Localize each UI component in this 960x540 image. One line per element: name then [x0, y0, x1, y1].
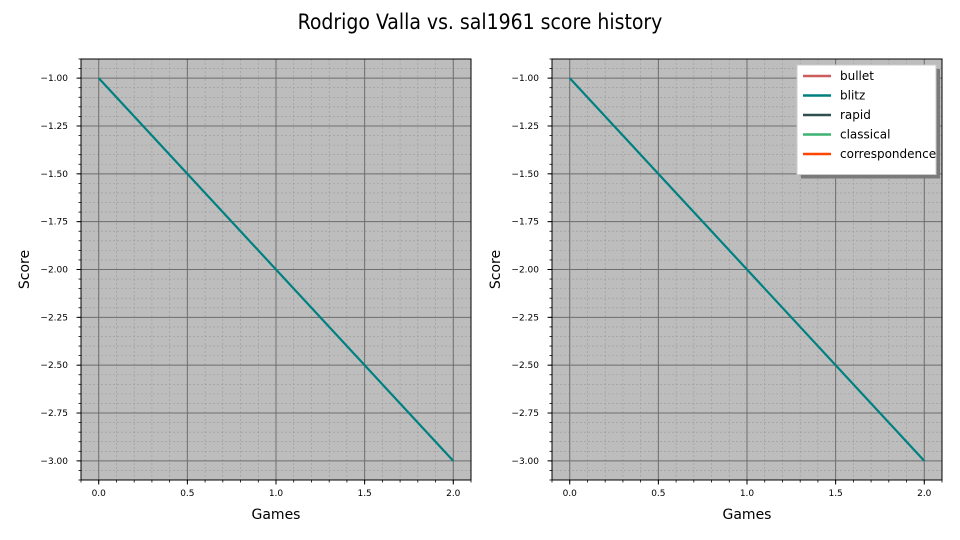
y-tick-label: −3.00	[40, 457, 68, 467]
chart-title: Rodrigo Valla vs. sal1961 score history	[298, 10, 663, 34]
x-tick-label: 0.0	[92, 489, 107, 499]
y-tick-label: −2.25	[511, 313, 539, 323]
legend-label-bullet: bullet	[840, 69, 874, 83]
y-tick-label: −1.50	[40, 170, 68, 180]
y-axis-label: Score	[17, 250, 33, 289]
y-tick-label: −2.75	[511, 409, 539, 419]
y-tick-label: −1.75	[40, 218, 68, 228]
y-tick-label: −1.00	[40, 74, 68, 84]
x-tick-label: 2.0	[917, 489, 932, 499]
x-tick-label: 1.0	[740, 489, 755, 499]
series-line-blitz	[568, 77, 926, 462]
legend-label-rapid: rapid	[840, 108, 871, 122]
x-tick-label: 1.5	[828, 489, 842, 499]
x-tick-label: 0.0	[563, 489, 578, 499]
legend-box	[796, 64, 937, 175]
y-tick-label: −3.00	[511, 457, 539, 467]
y-tick-label: −2.00	[511, 266, 539, 276]
x-tick-label: 0.5	[180, 489, 194, 499]
x-axis-label: Games	[723, 507, 772, 523]
chart-panel-2: 0.0 0.5 1.0 1.5 2.0 −1.00 −1.25 −1.50 −1.75 −2.00…	[488, 58, 943, 523]
y-tick-label: −1.25	[40, 122, 68, 132]
major-grid	[81, 59, 471, 480]
y-tick-label: −2.25	[40, 313, 68, 323]
x-axis-label: Games	[252, 507, 301, 523]
x-tick-label: 1.5	[357, 489, 371, 499]
legend-label-correspondence: correspondence	[840, 147, 936, 161]
y-axis-label: Score	[488, 250, 504, 289]
y-tick-label: −1.25	[511, 122, 539, 132]
y-tick-label: −1.75	[511, 218, 539, 228]
x-tick-label: 2.0	[446, 489, 461, 499]
series-line-blitz	[97, 77, 455, 462]
x-tick-label: 1.0	[269, 489, 284, 499]
y-tick-label: −2.75	[40, 409, 68, 419]
legend: bullet blitz rapid classical correspondence	[796, 64, 940, 179]
y-tick-label: −2.50	[40, 361, 68, 371]
y-tick-label: −1.50	[511, 170, 539, 180]
legend-label-blitz: blitz	[840, 89, 865, 103]
y-tick-label: −1.00	[511, 74, 539, 84]
x-tick-label: 0.5	[651, 489, 665, 499]
y-tick-label: −2.00	[40, 266, 68, 276]
chart-panel-1: 0.0 0.5 1.0 1.5 2.0 −1.00 −1.25 −1.50 −1.75 −2.00…	[17, 58, 472, 523]
y-tick-label: −2.50	[511, 361, 539, 371]
legend-label-classical: classical	[840, 128, 890, 142]
